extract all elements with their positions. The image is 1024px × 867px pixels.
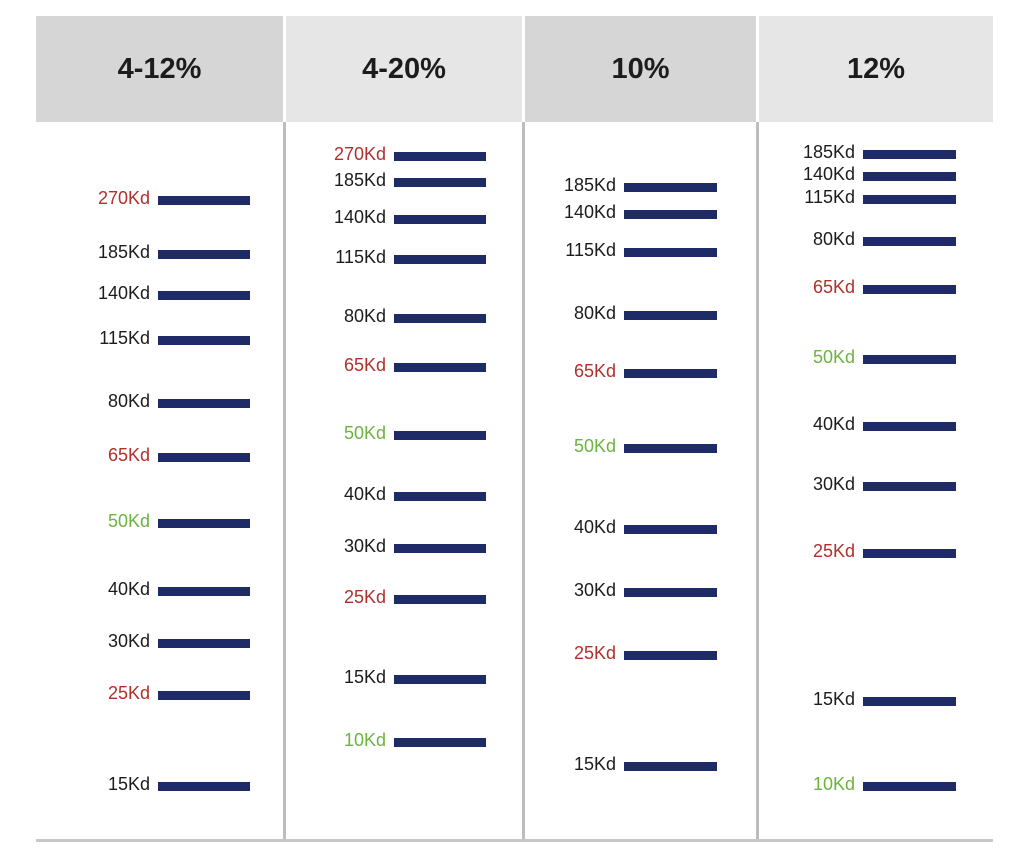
marker-label: 15Kd <box>343 667 386 687</box>
marker-label: 65Kd <box>107 445 150 465</box>
marker-label: 40Kd <box>107 579 150 599</box>
marker-label: 40Kd <box>343 484 386 504</box>
marker-band <box>624 210 717 219</box>
marker-label: 80Kd <box>107 391 150 411</box>
marker-band <box>624 762 717 771</box>
lane-header-12: 12% <box>759 16 993 122</box>
marker-band <box>158 639 250 648</box>
marker-label: 140Kd <box>802 164 855 184</box>
marker-label: 185Kd <box>333 170 386 190</box>
marker-band <box>863 172 956 181</box>
lane-divider <box>522 122 525 840</box>
marker-band <box>394 314 486 323</box>
marker-label: 80Kd <box>812 229 855 249</box>
marker-label: 185Kd <box>802 142 855 162</box>
marker-band <box>863 482 956 491</box>
marker-band <box>394 215 486 224</box>
marker-band <box>624 369 717 378</box>
marker-label: 25Kd <box>343 587 386 607</box>
marker-band <box>863 422 956 431</box>
marker-band <box>394 675 486 684</box>
marker-band <box>863 355 956 364</box>
marker-label: 15Kd <box>573 754 616 774</box>
lane-divider <box>756 122 759 840</box>
marker-label: 185Kd <box>563 175 616 195</box>
marker-band <box>394 738 486 747</box>
marker-band <box>624 183 717 192</box>
marker-band <box>158 196 250 205</box>
marker-band <box>394 363 486 372</box>
marker-label: 115Kd <box>335 247 386 267</box>
marker-band <box>394 255 486 264</box>
marker-band <box>863 782 956 791</box>
marker-band <box>624 651 717 660</box>
marker-band <box>863 150 956 159</box>
marker-label: 185Kd <box>97 242 150 262</box>
marker-band <box>624 248 717 257</box>
marker-band <box>624 311 717 320</box>
bottom-rule <box>36 839 993 842</box>
marker-label: 140Kd <box>333 207 386 227</box>
marker-band <box>158 453 250 462</box>
marker-label: 30Kd <box>812 474 855 494</box>
lane-header-4-20: 4-20% <box>286 16 522 122</box>
marker-label: 10Kd <box>812 774 855 794</box>
marker-label: 65Kd <box>573 361 616 381</box>
marker-band <box>394 431 486 440</box>
marker-label: 270Kd <box>97 188 150 208</box>
marker-label: 80Kd <box>573 303 616 323</box>
lane-header-4-12: 4-12% <box>36 16 283 122</box>
marker-band <box>394 152 486 161</box>
marker-label: 50Kd <box>573 436 616 456</box>
marker-band <box>158 399 250 408</box>
marker-band <box>394 492 486 501</box>
marker-label: 80Kd <box>343 306 386 326</box>
marker-band <box>394 544 486 553</box>
marker-band <box>624 444 717 453</box>
lane-divider <box>283 122 286 840</box>
marker-band <box>863 195 956 204</box>
marker-band <box>863 697 956 706</box>
marker-label: 15Kd <box>107 774 150 794</box>
marker-label: 40Kd <box>812 414 855 434</box>
marker-band <box>158 587 250 596</box>
marker-label: 15Kd <box>812 689 855 709</box>
marker-label: 40Kd <box>573 517 616 537</box>
marker-label: 25Kd <box>812 541 855 561</box>
marker-label: 140Kd <box>97 283 150 303</box>
marker-label: 10Kd <box>343 730 386 750</box>
lane-header-10: 10% <box>525 16 756 122</box>
marker-label: 115Kd <box>565 240 616 260</box>
marker-label: 50Kd <box>812 347 855 367</box>
marker-label: 115Kd <box>804 187 855 207</box>
marker-label: 25Kd <box>107 683 150 703</box>
marker-label: 50Kd <box>107 511 150 531</box>
marker-band <box>158 336 250 345</box>
marker-band <box>158 291 250 300</box>
marker-label: 50Kd <box>343 423 386 443</box>
marker-band <box>158 782 250 791</box>
marker-label: 25Kd <box>573 643 616 663</box>
marker-band <box>863 237 956 246</box>
marker-label: 115Kd <box>99 328 150 348</box>
marker-label: 65Kd <box>812 277 855 297</box>
marker-band <box>394 178 486 187</box>
marker-band <box>624 525 717 534</box>
marker-label: 65Kd <box>343 355 386 375</box>
marker-label: 30Kd <box>107 631 150 651</box>
marker-band <box>158 691 250 700</box>
marker-band <box>863 285 956 294</box>
marker-band <box>624 588 717 597</box>
marker-band <box>394 595 486 604</box>
marker-band <box>158 519 250 528</box>
marker-label: 30Kd <box>573 580 616 600</box>
marker-band <box>863 549 956 558</box>
marker-label: 140Kd <box>563 202 616 222</box>
marker-band <box>158 250 250 259</box>
marker-label: 30Kd <box>343 536 386 556</box>
marker-label: 270Kd <box>333 144 386 164</box>
